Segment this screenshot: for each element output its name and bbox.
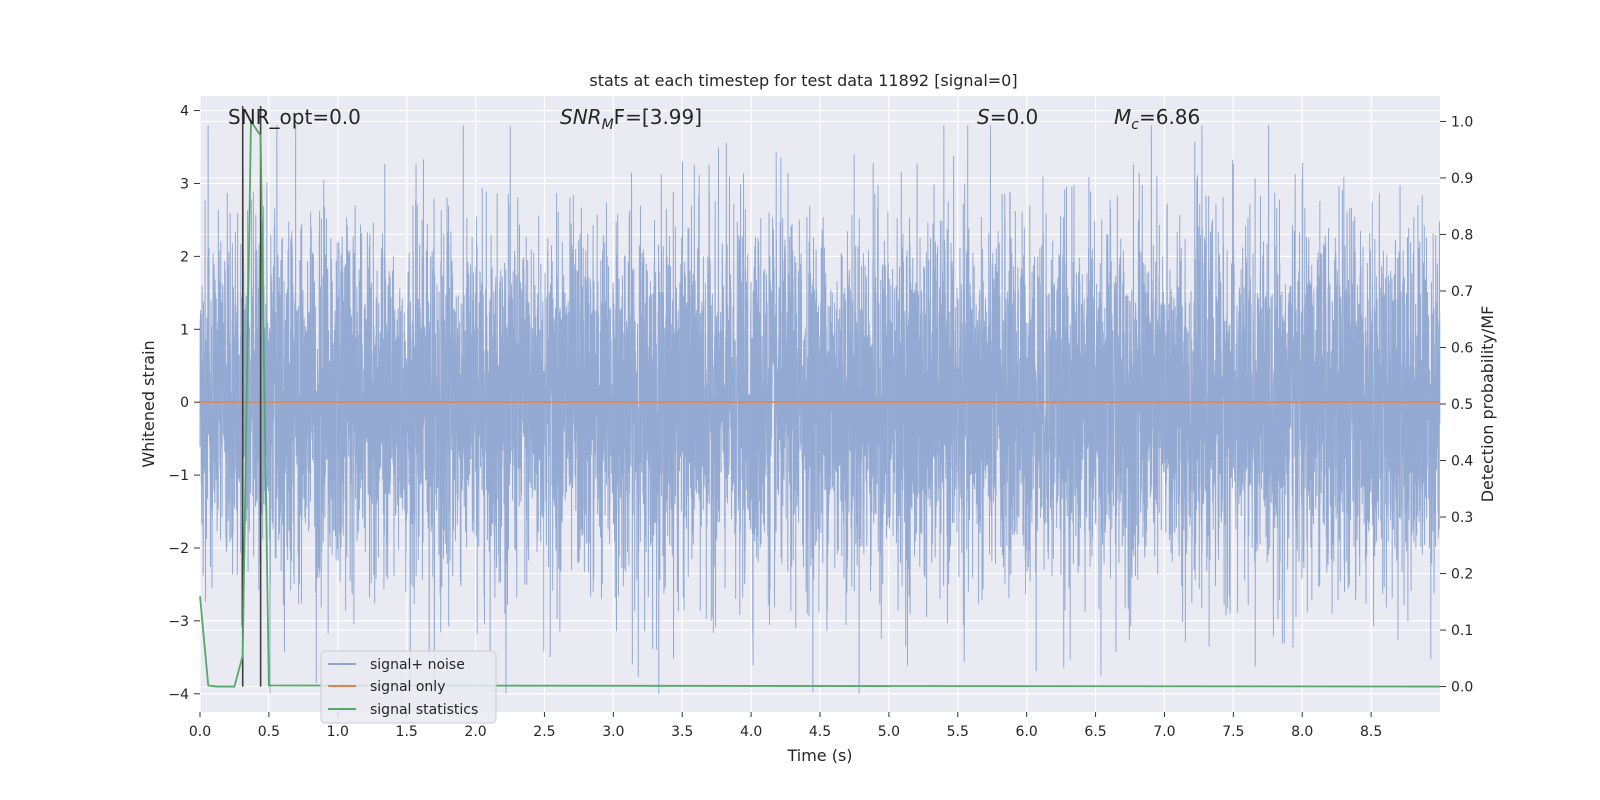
y-right-tick-label: 0.1 [1451, 623, 1473, 639]
x-tick-label: 2.0 [464, 724, 486, 740]
legend: signal+ noise signal only signal statist… [320, 650, 497, 724]
y-left-tick-label: 4 [180, 104, 189, 120]
y-right-tick-label: 0.3 [1451, 510, 1473, 526]
x-axis-ticks: 0.0 0.5 1.0 1.5 2.0 2.5 3.0 3.5 4.0 4.5 5.0 5.5 6.0 6… [189, 712, 1382, 740]
signal-noise-series [199, 125, 1441, 694]
y-left-axis-ticks: 4 3 2 1 0 −1 −2 −3 −4 [168, 104, 200, 703]
title: stats at each timestep for test data 118… [589, 71, 1017, 90]
chart-title: stats at each timestep for test data 118… [589, 71, 1017, 90]
x-tick-label: 8.5 [1360, 724, 1382, 740]
vertical-markers [241, 106, 262, 687]
signal-noise-line [199, 125, 1441, 694]
y-left-tick-label: 1 [180, 322, 189, 338]
x-tick-label: 8.0 [1291, 724, 1313, 740]
y-right-tick-label: 0.7 [1451, 284, 1473, 300]
annotations: SNR_opt=0.0 SNRMF=[3.99] S=0.0 Mc=6.86 [228, 105, 1200, 133]
x-axis-label: Time (s) [786, 746, 852, 765]
x-tick-label: 2.5 [533, 724, 555, 740]
mc-rest: =6.86 [1139, 105, 1200, 129]
y-right-tick-label: 0.5 [1451, 397, 1473, 413]
mc-main: M [1114, 105, 1131, 129]
y-right-tick-label: 0.9 [1451, 171, 1473, 187]
y-right-axis-ticks: 1.0 0.9 0.8 0.7 0.6 0.5 0.4 0.3 0.2 0.1 0.0 [1440, 114, 1473, 696]
y-right-tick-label: 0.4 [1451, 454, 1473, 470]
y-left-tick-label: −1 [168, 468, 189, 484]
y-right-tick-label: 0.8 [1451, 227, 1473, 243]
y-left-tick-label: 2 [180, 249, 189, 265]
snr-mf-sub: M [602, 117, 614, 133]
x-tick-label: 1.0 [327, 724, 349, 740]
x-tick-label: 3.0 [602, 724, 624, 740]
y-right-tick-label: 0.6 [1451, 340, 1473, 356]
legend-box [320, 650, 497, 724]
snr-mf-rest: F=[3.99] [614, 105, 702, 129]
legend-label-signal-statistics: signal statistics [370, 702, 478, 718]
x-tick-label: 0.0 [189, 724, 211, 740]
s-italic: S [977, 105, 990, 129]
x-tick-label: 3.5 [671, 724, 693, 740]
x-tick-label: 7.5 [1222, 724, 1244, 740]
x-tick-label: 6.5 [1084, 724, 1106, 740]
y-left-tick-label: −3 [168, 614, 189, 630]
signal-statistics-line [199, 118, 1441, 688]
y-right-tick-label: 0.2 [1451, 567, 1473, 583]
x-tick-label: 5.5 [947, 724, 969, 740]
x-tick-label: 7.0 [1153, 724, 1175, 740]
y-right-tick-label: 0.0 [1451, 680, 1473, 696]
annotation-snr-mf: SNRMF=[3.99] [560, 105, 702, 133]
annotation-mc: Mc=6.86 [1114, 105, 1200, 133]
y-right-axis-label: Detection probability/MF [1478, 306, 1497, 503]
y-left-tick-label: −4 [168, 687, 189, 703]
annotation-s: S=0.0 [977, 105, 1038, 129]
s-rest: =0.0 [990, 105, 1039, 129]
legend-label-signal-only: signal only [370, 679, 445, 695]
x-tick-label: 0.5 [258, 724, 280, 740]
y-left-tick-label: −2 [168, 541, 189, 557]
x-tick-label: 1.5 [396, 724, 418, 740]
snr-mf-main: SNR [560, 105, 602, 129]
y-left-tick-label: 0 [180, 395, 189, 411]
signal-statistics-series [199, 118, 1441, 688]
x-tick-label: 4.0 [740, 724, 762, 740]
x-tick-label: 6.0 [1016, 724, 1038, 740]
legend-label-signal-noise: signal+ noise [370, 657, 465, 673]
annotation-snr-opt: SNR_opt=0.0 [228, 105, 361, 129]
x-tick-label: 4.5 [809, 724, 831, 740]
x-tick-label: 5.0 [878, 724, 900, 740]
y-right-tick-label: 1.0 [1451, 114, 1473, 130]
y-left-tick-label: 3 [180, 176, 189, 192]
y-left-axis-label: Whitened strain [139, 340, 158, 467]
mc-sub: c [1131, 117, 1139, 133]
